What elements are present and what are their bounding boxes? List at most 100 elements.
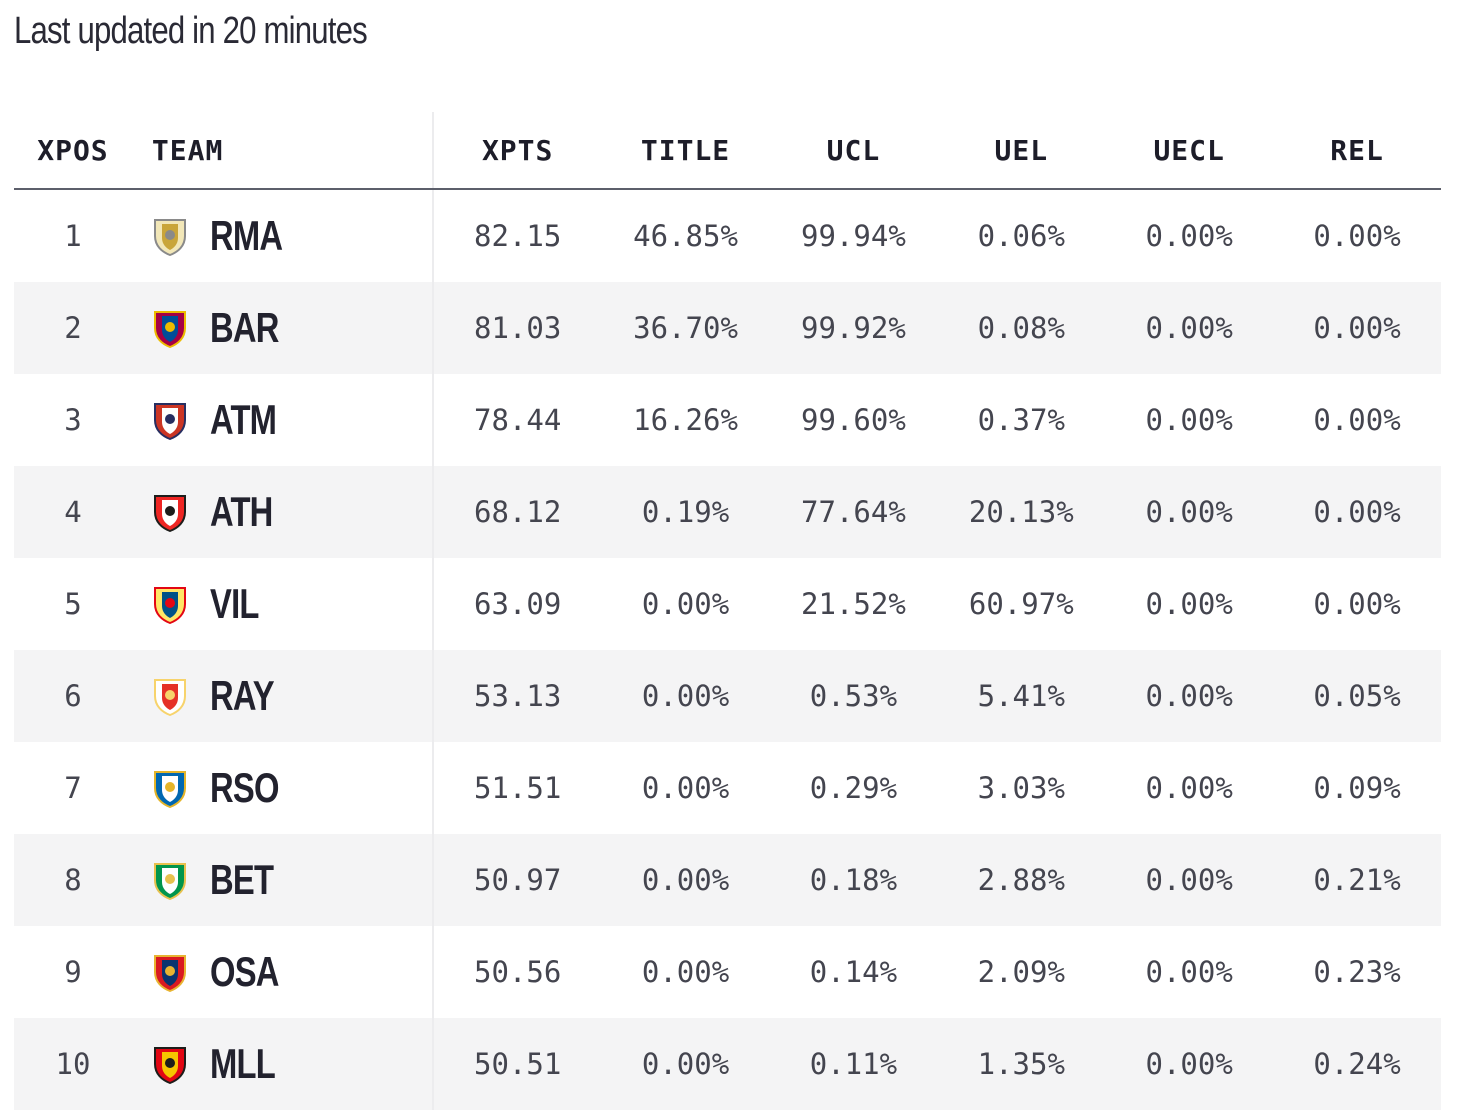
table-row[interactable]: 3 ATM 78.44 16.26% 99.60% 0.37% 0.00% 0.00% (14, 374, 1441, 466)
rel-cell: 0.05% (1313, 679, 1401, 713)
column-header-xpts[interactable]: XPTS (481, 133, 554, 167)
team-cell: VIL (132, 558, 434, 650)
team-cell: ATM (132, 374, 434, 466)
team-cell: RSO (132, 742, 434, 834)
column-header-rel[interactable]: REL (1330, 133, 1384, 167)
team-code[interactable]: BAR (209, 304, 279, 351)
team-code[interactable]: OSA (209, 948, 279, 995)
table-row[interactable]: 10 MLL 50.51 0.00% 0.11% 1.35% 0.00% 0.24% (14, 1018, 1441, 1110)
real-betis-crest-icon (150, 858, 190, 902)
real-madrid-crest-icon (150, 214, 190, 258)
team-cell: MLL (132, 1018, 434, 1110)
table-row[interactable]: 8 BET 50.97 0.00% 0.18% 2.88% 0.00% 0.21% (14, 834, 1441, 926)
team-code[interactable]: ATH (209, 488, 273, 535)
xpts-cell: 68.12 (474, 495, 562, 529)
xpos-cell: 4 (64, 495, 82, 529)
xpts-cell: 63.09 (474, 587, 562, 621)
rel-cell: 0.23% (1313, 955, 1401, 989)
atletico-madrid-crest-icon (150, 398, 190, 442)
xpts-cell: 50.56 (474, 955, 562, 989)
xpts-cell: 51.51 (474, 771, 562, 805)
xpos-cell: 7 (64, 771, 82, 805)
rel-cell: 0.21% (1313, 863, 1401, 897)
mallorca-crest-icon (150, 1042, 190, 1086)
standings-table: XPOS TEAM XPTS TITLE UCL UEL UECL REL 1 R… (14, 112, 1441, 1110)
ucl-cell: 77.64% (801, 495, 906, 529)
ucl-cell: 0.53% (809, 679, 898, 713)
team-code[interactable]: MLL (209, 1040, 276, 1087)
uel-cell: 5.41% (977, 679, 1065, 713)
villarreal-crest-icon (150, 582, 190, 626)
title-cell: 0.00% (641, 955, 730, 989)
uel-cell: 2.88% (977, 863, 1065, 897)
ucl-cell: 99.92% (801, 311, 906, 345)
xpos-cell: 2 (64, 311, 82, 345)
uel-cell: 3.03% (977, 771, 1065, 805)
team-cell: ATH (132, 466, 434, 558)
uecl-cell: 0.00% (1145, 495, 1233, 529)
column-header-xpos[interactable]: XPOS (37, 133, 109, 167)
ucl-cell: 0.18% (809, 863, 898, 897)
uecl-cell: 0.00% (1145, 587, 1233, 621)
uel-cell: 2.09% (977, 955, 1065, 989)
rel-cell: 0.09% (1313, 771, 1401, 805)
table-row[interactable]: 5 VIL 63.09 0.00% 21.52% 60.97% 0.00% 0.00% (14, 558, 1441, 650)
team-cell: BAR (132, 282, 434, 374)
team-cell: OSA (132, 926, 434, 1018)
rel-cell: 0.00% (1313, 403, 1401, 437)
team-code[interactable]: RMA (209, 212, 283, 259)
xpos-cell: 8 (64, 863, 82, 897)
team-code[interactable]: RAY (209, 672, 275, 719)
athletic-bilbao-crest-icon (150, 490, 190, 534)
xpts-cell: 50.51 (474, 1047, 562, 1081)
column-header-uecl[interactable]: UECL (1153, 133, 1225, 167)
team-cell: RMA (132, 190, 434, 282)
uel-cell: 1.35% (977, 1047, 1065, 1081)
uecl-cell: 0.00% (1145, 219, 1233, 253)
xpos-cell: 3 (64, 403, 82, 437)
ucl-cell: 21.52% (801, 587, 906, 621)
table-row[interactable]: 1 RMA 82.15 46.85% 99.94% 0.06% 0.00% 0.00% (14, 190, 1441, 282)
uecl-cell: 0.00% (1145, 863, 1233, 897)
xpts-cell: 81.03 (474, 311, 562, 345)
uel-cell: 0.08% (977, 311, 1065, 345)
xpts-cell: 50.97 (474, 863, 562, 897)
table-row[interactable]: 9 OSA 50.56 0.00% 0.14% 2.09% 0.00% 0.23% (14, 926, 1441, 1018)
team-code[interactable]: ATM (209, 396, 277, 443)
rel-cell: 0.24% (1313, 1047, 1401, 1081)
table-row[interactable]: 7 RSO 51.51 0.00% 0.29% 3.03% 0.00% 0.09% (14, 742, 1441, 834)
uecl-cell: 0.00% (1145, 403, 1233, 437)
uel-cell: 0.06% (977, 219, 1065, 253)
last-updated-text: Last updated in 20 minutes (14, 10, 368, 52)
table-row[interactable]: 4 ATH 68.12 0.19% 77.64% 20.13% 0.00% 0.00% (14, 466, 1441, 558)
uel-cell: 20.13% (968, 495, 1074, 529)
title-cell: 0.00% (641, 771, 730, 805)
real-sociedad-crest-icon (150, 766, 190, 810)
column-header-uel[interactable]: UEL (994, 133, 1049, 167)
table-row[interactable]: 6 RAY 53.13 0.00% 0.53% 5.41% 0.00% 0.05% (14, 650, 1441, 742)
title-cell: 36.70% (633, 311, 738, 345)
xpts-cell: 78.44 (474, 403, 562, 437)
team-code[interactable]: RSO (209, 764, 279, 811)
column-header-team[interactable]: TEAM (132, 112, 434, 188)
title-cell: 46.85% (633, 219, 738, 253)
xpts-cell: 53.13 (474, 679, 562, 713)
rayo-vallecano-crest-icon (150, 674, 190, 718)
uecl-cell: 0.00% (1145, 771, 1233, 805)
column-header-ucl[interactable]: UCL (826, 133, 881, 167)
ucl-cell: 0.11% (809, 1047, 898, 1081)
uecl-cell: 0.00% (1145, 955, 1233, 989)
column-header-title[interactable]: TITLE (640, 133, 731, 167)
team-cell: BET (132, 834, 434, 926)
rel-cell: 0.00% (1313, 311, 1401, 345)
rel-cell: 0.00% (1313, 495, 1401, 529)
title-cell: 0.00% (641, 587, 730, 621)
xpos-cell: 10 (55, 1047, 91, 1081)
xpts-cell: 82.15 (474, 219, 562, 253)
uecl-cell: 0.00% (1145, 679, 1233, 713)
team-code[interactable]: VIL (209, 580, 259, 627)
ucl-cell: 99.94% (801, 219, 906, 253)
uel-cell: 60.97% (968, 587, 1074, 621)
team-code[interactable]: BET (209, 856, 274, 903)
table-row[interactable]: 2 BAR 81.03 36.70% 99.92% 0.08% 0.00% 0.00% (14, 282, 1441, 374)
